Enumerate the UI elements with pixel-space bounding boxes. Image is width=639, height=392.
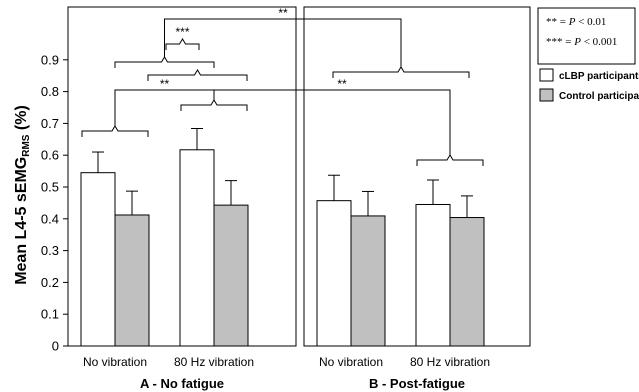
category-label: 80 Hz vibration	[410, 355, 490, 369]
significance-brackets: *********	[81, 6, 484, 166]
connector-cross	[214, 89, 451, 155]
bar-clbp	[415, 203, 451, 347]
legend-swatch-control	[539, 88, 554, 102]
y-tick-label: 0.8	[41, 84, 59, 99]
y-tick-label: 0.9	[41, 52, 59, 67]
bracket-a-top	[165, 38, 200, 50]
category-label: No vibration	[319, 355, 383, 369]
bar-control	[213, 204, 249, 347]
key-line-2: *** = P < 0.001	[546, 36, 617, 48]
axes: 0 0.1 0.2 0.3 0.4 0.5 0.6 0.7 0.8 0.9 No vibration…	[41, 6, 531, 391]
bar-clbp	[80, 172, 116, 347]
category-label: No vibration	[83, 355, 147, 369]
y-tick-label: 0.1	[41, 307, 59, 322]
bracket-b-overall	[332, 66, 470, 78]
bar-control	[449, 217, 485, 347]
bracket-a-80hz	[180, 99, 248, 111]
bracket-a-clbp-vs-combined	[114, 56, 215, 68]
bracket-a-control-combined	[147, 69, 248, 81]
connector-top	[164, 18, 402, 67]
legend-swatch-clbp	[539, 68, 554, 82]
bar-control	[350, 215, 386, 347]
bracket-a-no-vibration	[81, 125, 149, 137]
y-tick-label: 0.4	[41, 211, 59, 226]
legend: cLBP participants Control participants	[539, 68, 639, 102]
sig-label-long: **	[278, 6, 288, 20]
connector-a	[114, 89, 215, 126]
sig-label-top: ***	[175, 25, 189, 39]
bar-clbp	[179, 149, 215, 347]
y-tick-label: 0.5	[41, 180, 59, 195]
bars	[80, 127, 485, 347]
panel-label: A - No fatigue	[140, 376, 224, 391]
y-tick-label: 0.3	[41, 243, 59, 258]
panel-label: B - Post-fatigue	[369, 376, 465, 391]
y-tick-label: 0.7	[41, 116, 59, 131]
legend-label-clbp: cLBP participants	[559, 71, 639, 82]
y-tick-label: 0.2	[41, 275, 59, 290]
y-tick-label: 0.6	[41, 148, 59, 163]
sig-label-cross: **	[337, 77, 347, 91]
bar-clbp	[316, 200, 352, 347]
key-line-1: ** = P < 0.01	[546, 16, 606, 28]
category-label: 80 Hz vibration	[174, 355, 254, 369]
sig-label-a: **	[160, 77, 170, 91]
legend-label-control: Control participants	[559, 91, 639, 102]
y-axis-label: Mean L4-5 sEMGRMS (%)	[13, 105, 32, 285]
significance-key: ** = P < 0.01 *** = P < 0.001	[537, 7, 636, 65]
bracket-b-80hz	[416, 154, 484, 166]
bar-control	[114, 214, 150, 347]
y-tick-label: 0	[52, 339, 59, 354]
key-box	[537, 7, 636, 65]
